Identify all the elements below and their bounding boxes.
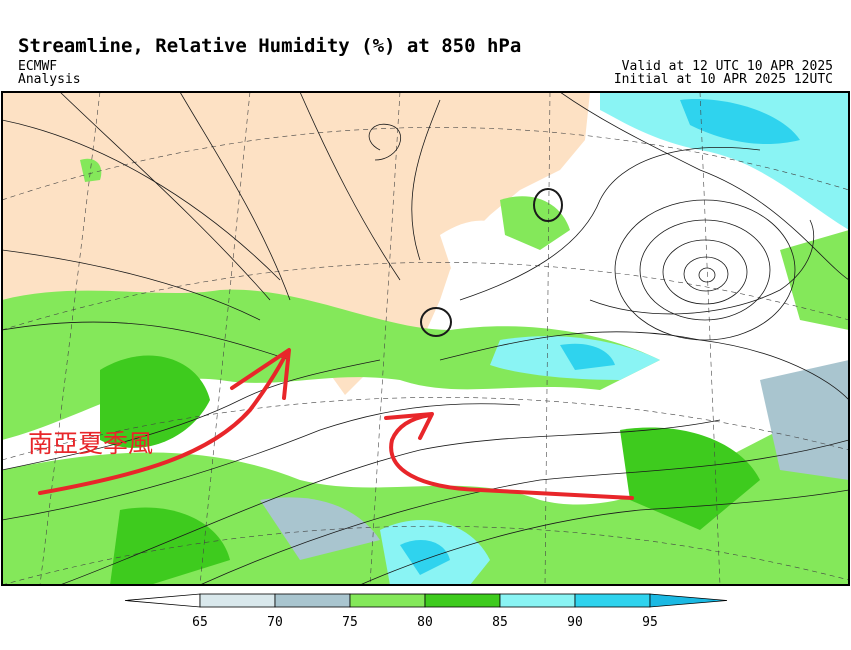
colorbar-segment xyxy=(499,593,576,608)
colorbar: 65 70 75 80 85 90 95 xyxy=(124,593,728,630)
colorbar-label: 80 xyxy=(417,615,433,630)
colorbar-segment xyxy=(199,593,276,608)
colorbar-label: 75 xyxy=(342,615,358,630)
colorbar-label: 65 xyxy=(192,615,208,630)
map: 南亞夏季風 xyxy=(2,92,849,585)
initial-time: Initial at 10 APR 2025 12UTC xyxy=(614,72,833,87)
colorbar-segment xyxy=(574,593,651,608)
streamlines xyxy=(2,92,849,585)
colorbar-high-end xyxy=(649,593,728,608)
colorbar-label: 70 xyxy=(267,615,283,630)
source: ECMWF xyxy=(18,59,57,74)
colorbar-label: 90 xyxy=(567,615,583,630)
title: Streamline, Relative Humidity (%) at 850… xyxy=(18,35,521,57)
colorbar-segment xyxy=(349,593,426,608)
colorbar-label: 95 xyxy=(642,615,658,630)
colorbar-label: 85 xyxy=(492,615,508,630)
colorbar-segment xyxy=(274,593,351,608)
moist-patch xyxy=(440,220,520,283)
graticule xyxy=(2,92,849,585)
annotation: 南亞夏季風 xyxy=(28,429,153,458)
colorbar-segment xyxy=(424,593,501,608)
arrows xyxy=(38,348,634,500)
valid-time: Valid at 12 UTC 10 APR 2025 xyxy=(622,59,833,74)
product: Analysis xyxy=(18,72,81,87)
map-frame xyxy=(1,91,850,586)
humidity-fill xyxy=(2,92,849,585)
